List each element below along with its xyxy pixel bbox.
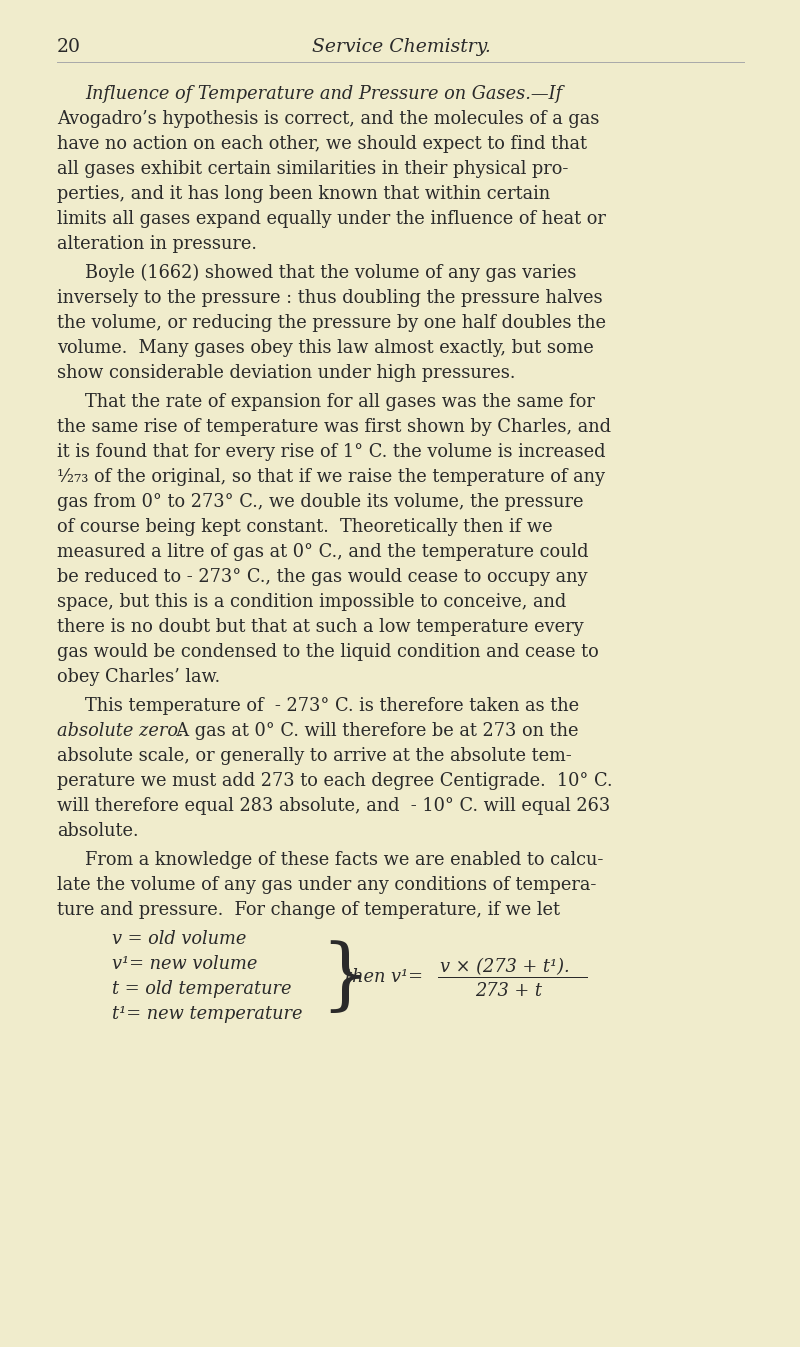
- Text: there is no doubt but that at such a low temperature every: there is no doubt but that at such a low…: [57, 618, 584, 636]
- Text: it is found that for every rise of 1° C. the volume is increased: it is found that for every rise of 1° C.…: [57, 443, 606, 461]
- Text: t = old temperature: t = old temperature: [112, 981, 291, 998]
- Text: gas from 0° to 273° C., we double its volume, the pressure: gas from 0° to 273° C., we double its vo…: [57, 493, 583, 511]
- Text: all gases exhibit certain similarities in their physical pro-: all gases exhibit certain similarities i…: [57, 160, 568, 178]
- Text: gas would be condensed to the liquid condition and cease to: gas would be condensed to the liquid con…: [57, 643, 598, 661]
- Text: That the rate of expansion for all gases was the same for: That the rate of expansion for all gases…: [85, 393, 595, 411]
- Text: absolute scale, or generally to arrive at the absolute tem-: absolute scale, or generally to arrive a…: [57, 748, 572, 765]
- Text: t¹= new temperature: t¹= new temperature: [112, 1005, 302, 1022]
- Text: Boyle (1662) showed that the volume of any gas varies: Boyle (1662) showed that the volume of a…: [85, 264, 576, 283]
- Text: perature we must add 273 to each degree Centigrade.  10° C.: perature we must add 273 to each degree …: [57, 772, 613, 789]
- Text: have no action on each other, we should expect to find that: have no action on each other, we should …: [57, 135, 587, 154]
- Text: ¹⁄₂₇₃ of the original, so that if we raise the temperature of any: ¹⁄₂₇₃ of the original, so that if we rai…: [57, 467, 605, 486]
- Text: late the volume of any gas under any conditions of tempera-: late the volume of any gas under any con…: [57, 876, 596, 894]
- Text: inversely to the pressure : thus doubling the pressure halves: inversely to the pressure : thus doublin…: [57, 290, 602, 307]
- Text: show considerable deviation under high pressures.: show considerable deviation under high p…: [57, 364, 515, 383]
- Text: obey Charles’ law.: obey Charles’ law.: [57, 668, 220, 686]
- Text: A gas at 0° C. will therefore be at 273 on the: A gas at 0° C. will therefore be at 273 …: [165, 722, 578, 740]
- Text: v¹= new volume: v¹= new volume: [112, 955, 258, 973]
- Text: will therefore equal 283 absolute, and  - 10° C. will equal 263: will therefore equal 283 absolute, and -…: [57, 797, 610, 815]
- Text: }: }: [320, 940, 370, 1016]
- Text: Influence of Temperature and Pressure on Gases.—If: Influence of Temperature and Pressure on…: [85, 85, 562, 102]
- Text: This temperature of  - 273° C. is therefore taken as the: This temperature of - 273° C. is therefo…: [85, 696, 579, 715]
- Text: then v¹=: then v¹=: [345, 968, 423, 986]
- Text: alteration in pressure.: alteration in pressure.: [57, 234, 257, 253]
- Text: volume.  Many gases obey this law almost exactly, but some: volume. Many gases obey this law almost …: [57, 339, 594, 357]
- Text: of course being kept constant.  Theoretically then if we: of course being kept constant. Theoretic…: [57, 519, 553, 536]
- Text: perties, and it has long been known that within certain: perties, and it has long been known that…: [57, 185, 550, 203]
- Text: 20: 20: [57, 38, 81, 57]
- Text: Service Chemistry.: Service Chemistry.: [311, 38, 490, 57]
- Text: measured a litre of gas at 0° C., and the temperature could: measured a litre of gas at 0° C., and th…: [57, 543, 589, 560]
- Text: ture and pressure.  For change of temperature, if we let: ture and pressure. For change of tempera…: [57, 901, 560, 919]
- Text: absolute zero.: absolute zero.: [57, 722, 183, 740]
- Text: be reduced to - 273° C., the gas would cease to occupy any: be reduced to - 273° C., the gas would c…: [57, 568, 587, 586]
- Text: v × (273 + t¹).: v × (273 + t¹).: [440, 958, 570, 977]
- Text: 273 + t: 273 + t: [475, 982, 542, 999]
- Text: the same rise of temperature was first shown by Charles, and: the same rise of temperature was first s…: [57, 418, 611, 436]
- Text: the volume, or reducing the pressure by one half doubles the: the volume, or reducing the pressure by …: [57, 314, 606, 331]
- Text: space, but this is a condition impossible to conceive, and: space, but this is a condition impossibl…: [57, 593, 566, 612]
- Text: v = old volume: v = old volume: [112, 929, 246, 948]
- Text: absolute.: absolute.: [57, 822, 138, 841]
- Text: limits all gases expand equally under the influence of heat or: limits all gases expand equally under th…: [57, 210, 606, 228]
- Text: Avogadro’s hypothesis is correct, and the molecules of a gas: Avogadro’s hypothesis is correct, and th…: [57, 110, 599, 128]
- Text: From a knowledge of these facts we are enabled to calcu-: From a knowledge of these facts we are e…: [85, 851, 603, 869]
